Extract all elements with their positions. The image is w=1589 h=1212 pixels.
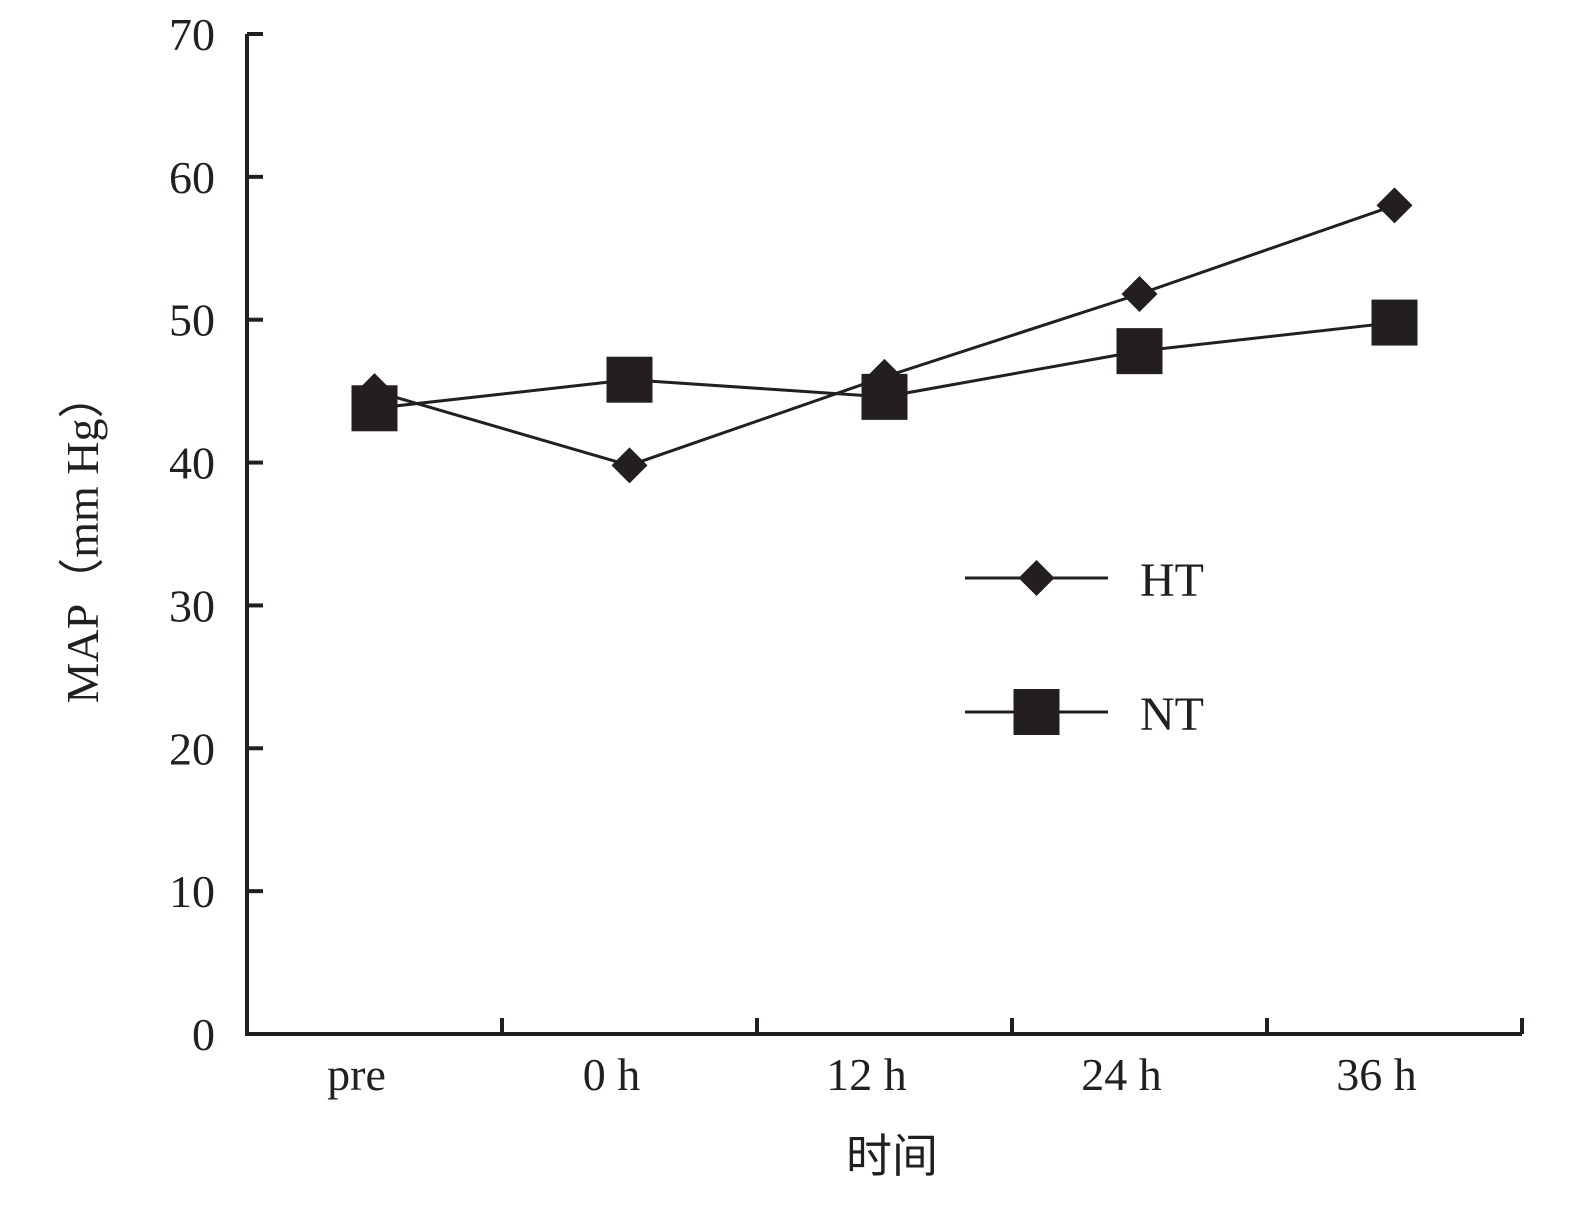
y-tick-label: 20 bbox=[169, 723, 215, 774]
legend-item-nt: NT bbox=[965, 688, 1204, 741]
series-nt bbox=[351, 299, 1418, 432]
x-tick-label: 24 h bbox=[1081, 1049, 1162, 1100]
legend-label: NT bbox=[1140, 688, 1204, 741]
series-ht bbox=[356, 187, 1413, 484]
y-axis-ticks: 0 10 20 30 40 50 60 70 bbox=[169, 9, 263, 1060]
data-point-nt bbox=[1116, 328, 1163, 375]
data-point-ht bbox=[611, 447, 648, 484]
y-axis-title: MAP（mm Hg） bbox=[57, 373, 108, 704]
y-tick-label: 70 bbox=[169, 9, 215, 60]
axes bbox=[245, 34, 1522, 1036]
x-tick-label: pre bbox=[327, 1049, 386, 1100]
x-axis-title: 时间 bbox=[846, 1131, 938, 1182]
y-tick-label: 60 bbox=[169, 152, 215, 203]
x-axis-ticks: pre 0 h 12 h 24 h 36 h bbox=[327, 1018, 1524, 1100]
x-tick-label: 12 h bbox=[826, 1049, 907, 1100]
data-point-nt bbox=[861, 373, 908, 420]
legend-item-ht: HT bbox=[965, 554, 1204, 607]
series-line-ht bbox=[374, 204, 1395, 468]
data-point-ht bbox=[1121, 276, 1158, 312]
legend-label: HT bbox=[1140, 554, 1204, 607]
data-point-nt bbox=[351, 385, 398, 432]
y-tick-label: 50 bbox=[169, 295, 215, 346]
data-point-nt bbox=[606, 356, 653, 403]
legend-marker-square bbox=[1013, 689, 1060, 735]
y-tick-label: 10 bbox=[169, 866, 215, 917]
y-tick-label: 0 bbox=[192, 1009, 215, 1060]
data-point-ht bbox=[1376, 187, 1413, 224]
series-layer bbox=[351, 187, 1418, 484]
y-tick-label: 40 bbox=[169, 438, 215, 489]
x-tick-label: 36 h bbox=[1336, 1049, 1417, 1100]
x-tick-label: 0 h bbox=[583, 1049, 641, 1100]
legend: HT NT bbox=[965, 554, 1204, 741]
y-tick-label: 30 bbox=[169, 580, 215, 631]
legend-marker-diamond bbox=[1018, 560, 1055, 596]
data-point-nt bbox=[1371, 299, 1418, 346]
